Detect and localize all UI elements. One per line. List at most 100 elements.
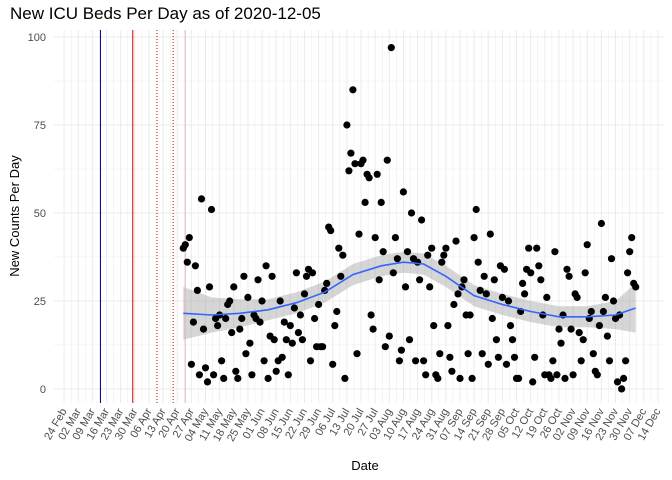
data-point <box>519 279 527 287</box>
y-tick-label: 0 <box>40 384 46 396</box>
data-point <box>262 262 270 270</box>
data-point <box>399 188 407 196</box>
data-point <box>533 244 541 252</box>
data-point <box>456 374 464 382</box>
data-point <box>339 251 347 259</box>
data-point <box>195 371 203 379</box>
data-point <box>418 216 426 224</box>
data-point <box>319 343 327 351</box>
data-point <box>515 374 523 382</box>
data-point <box>343 121 351 129</box>
data-point <box>218 357 226 365</box>
data-point <box>589 350 597 358</box>
data-point <box>306 357 315 365</box>
data-point <box>296 311 304 319</box>
data-point <box>535 262 543 270</box>
data-point <box>521 290 529 298</box>
data-point <box>264 374 272 382</box>
data-point <box>452 237 460 245</box>
data-point <box>436 350 444 358</box>
data-point <box>347 149 355 157</box>
x-axis-title: Date <box>351 458 378 473</box>
y-tick-label: 25 <box>34 296 46 308</box>
data-point <box>234 374 242 382</box>
data-point <box>464 350 472 358</box>
data-point <box>422 371 430 379</box>
data-point <box>226 297 234 305</box>
confidence-band-area <box>183 251 636 340</box>
data-point <box>371 234 379 242</box>
data-point <box>567 325 575 333</box>
data-point <box>331 322 339 330</box>
data-point <box>401 283 410 291</box>
data-point <box>199 325 208 333</box>
data-point <box>563 265 571 273</box>
data-point <box>474 258 482 266</box>
data-point <box>480 272 488 280</box>
data-point <box>492 336 500 344</box>
data-point <box>377 198 385 206</box>
data-point <box>599 307 608 316</box>
data-point <box>385 332 393 340</box>
data-point <box>397 346 405 354</box>
data-point <box>577 357 585 365</box>
data-point <box>569 371 577 379</box>
data-point <box>284 371 292 379</box>
data-point <box>341 374 349 382</box>
data-points <box>179 44 640 393</box>
data-point <box>504 297 513 305</box>
data-point <box>555 325 563 333</box>
data-point <box>286 322 294 330</box>
data-point <box>593 371 601 379</box>
chart-title: New ICU Beds Per Day as of 2020-12-05 <box>10 4 321 23</box>
data-point <box>389 269 397 277</box>
confidence-band <box>183 251 636 340</box>
data-point <box>207 205 216 214</box>
data-point <box>367 311 375 319</box>
y-tick-label: 75 <box>34 120 46 132</box>
data-point <box>482 290 490 298</box>
data-point <box>595 322 604 330</box>
data-point <box>426 283 434 291</box>
data-point <box>373 170 381 178</box>
data-point <box>405 336 414 344</box>
y-tick-label: 100 <box>28 32 46 44</box>
data-point <box>315 300 323 309</box>
data-point <box>553 371 561 379</box>
data-point <box>628 234 636 242</box>
data-point <box>470 234 478 242</box>
data-point <box>446 353 454 361</box>
data-point <box>597 219 606 228</box>
data-point <box>197 195 206 203</box>
data-point <box>232 367 240 375</box>
data-point <box>579 336 587 344</box>
data-point <box>300 290 309 298</box>
data-point <box>345 167 353 175</box>
data-point <box>543 293 551 301</box>
data-point <box>290 304 298 312</box>
data-point <box>381 343 389 351</box>
data-point <box>191 262 199 270</box>
data-point <box>448 367 456 375</box>
data-point <box>246 339 254 347</box>
data-point <box>375 276 383 284</box>
data-point <box>244 293 252 301</box>
data-point <box>478 350 486 358</box>
data-point <box>454 290 462 298</box>
data-point <box>581 269 589 277</box>
data-point <box>531 353 539 361</box>
data-point <box>187 360 195 368</box>
data-point <box>181 241 189 249</box>
data-point <box>476 286 484 294</box>
data-point <box>258 297 266 305</box>
data-point <box>622 357 630 365</box>
data-point <box>508 336 517 344</box>
data-point <box>383 156 391 164</box>
data-point <box>337 272 345 280</box>
data-point <box>292 269 300 277</box>
data-point <box>460 276 468 284</box>
data-point <box>268 272 276 280</box>
data-point <box>238 314 246 323</box>
data-point <box>369 325 377 333</box>
data-point <box>549 357 557 365</box>
